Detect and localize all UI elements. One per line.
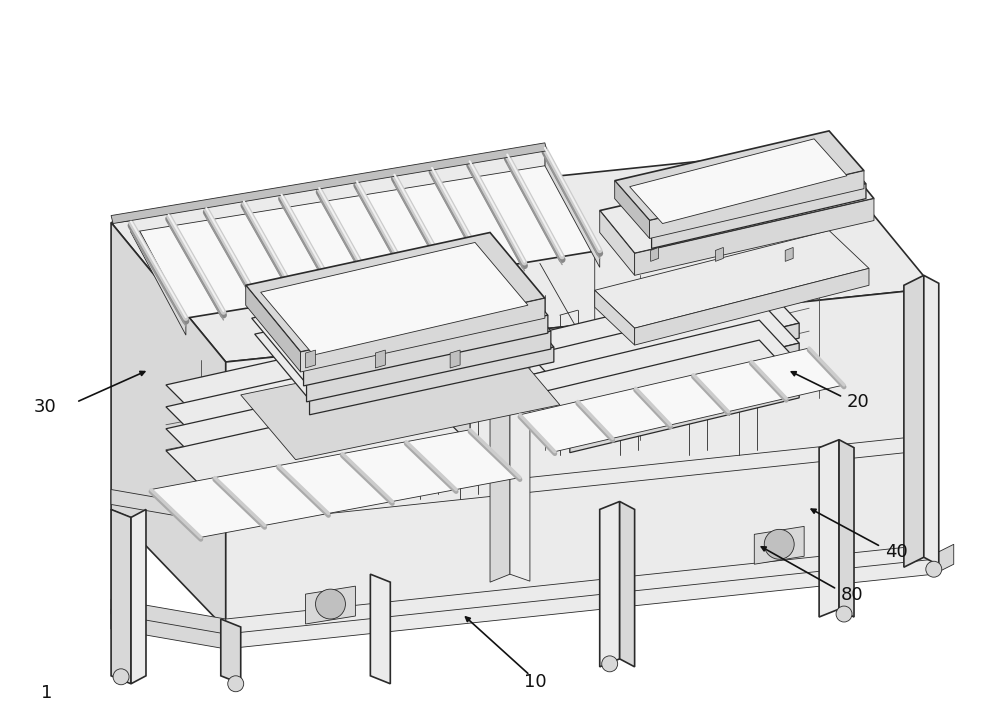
Polygon shape <box>570 383 799 452</box>
Polygon shape <box>111 149 934 362</box>
Polygon shape <box>652 183 866 249</box>
Polygon shape <box>131 149 545 233</box>
Polygon shape <box>306 350 316 368</box>
Polygon shape <box>934 544 954 574</box>
Polygon shape <box>216 378 470 450</box>
Polygon shape <box>111 609 226 649</box>
Polygon shape <box>221 619 241 684</box>
Polygon shape <box>530 281 799 378</box>
Text: 1: 1 <box>41 684 53 703</box>
Circle shape <box>836 606 852 622</box>
Polygon shape <box>595 290 635 345</box>
Text: 30: 30 <box>33 398 56 416</box>
Polygon shape <box>216 400 470 471</box>
Polygon shape <box>545 149 600 268</box>
Polygon shape <box>615 181 650 239</box>
Polygon shape <box>111 599 226 634</box>
Text: 40: 40 <box>885 543 908 560</box>
Polygon shape <box>111 223 226 629</box>
Polygon shape <box>615 131 864 220</box>
Polygon shape <box>307 331 551 402</box>
Polygon shape <box>370 574 390 684</box>
Polygon shape <box>530 340 799 438</box>
Polygon shape <box>570 343 799 413</box>
Circle shape <box>602 656 618 672</box>
Polygon shape <box>450 350 460 368</box>
Polygon shape <box>166 328 470 435</box>
Polygon shape <box>111 143 547 223</box>
Polygon shape <box>226 435 934 524</box>
Polygon shape <box>510 340 530 581</box>
Polygon shape <box>924 276 939 566</box>
Polygon shape <box>630 139 847 223</box>
Polygon shape <box>785 247 793 262</box>
Polygon shape <box>151 430 520 537</box>
Polygon shape <box>166 350 470 457</box>
Polygon shape <box>131 215 186 335</box>
Polygon shape <box>246 233 545 352</box>
Text: 10: 10 <box>524 673 546 691</box>
Polygon shape <box>131 510 146 684</box>
Polygon shape <box>715 247 723 262</box>
Polygon shape <box>306 586 355 624</box>
Polygon shape <box>249 249 548 368</box>
Polygon shape <box>650 171 864 239</box>
Polygon shape <box>754 526 804 564</box>
Circle shape <box>113 669 129 684</box>
Polygon shape <box>226 544 934 634</box>
Polygon shape <box>226 289 934 629</box>
Text: 80: 80 <box>841 586 864 604</box>
Polygon shape <box>111 510 131 637</box>
Polygon shape <box>839 439 854 617</box>
Polygon shape <box>570 323 799 393</box>
Circle shape <box>926 561 942 577</box>
Text: 20: 20 <box>847 393 870 411</box>
Polygon shape <box>301 298 545 372</box>
Polygon shape <box>819 439 839 617</box>
Polygon shape <box>246 286 301 372</box>
Polygon shape <box>166 372 470 478</box>
Polygon shape <box>635 199 874 276</box>
Polygon shape <box>617 144 866 233</box>
Polygon shape <box>530 300 799 398</box>
Circle shape <box>316 589 345 619</box>
Polygon shape <box>226 554 934 649</box>
Polygon shape <box>216 444 470 515</box>
Polygon shape <box>375 350 385 368</box>
Polygon shape <box>600 502 620 667</box>
Polygon shape <box>131 149 600 318</box>
Polygon shape <box>252 265 551 384</box>
Polygon shape <box>600 210 635 276</box>
Polygon shape <box>261 242 528 355</box>
Circle shape <box>764 529 794 559</box>
Polygon shape <box>304 315 548 386</box>
Polygon shape <box>111 489 226 524</box>
Polygon shape <box>651 247 659 262</box>
Polygon shape <box>520 348 844 452</box>
Polygon shape <box>111 510 131 684</box>
Polygon shape <box>530 320 799 418</box>
Polygon shape <box>216 422 470 494</box>
Polygon shape <box>490 340 510 582</box>
Polygon shape <box>166 394 470 500</box>
Polygon shape <box>635 268 869 345</box>
Polygon shape <box>600 156 874 254</box>
Polygon shape <box>255 281 554 400</box>
Polygon shape <box>620 502 635 667</box>
Circle shape <box>228 676 244 692</box>
Polygon shape <box>241 340 560 460</box>
Polygon shape <box>904 276 924 567</box>
Polygon shape <box>595 231 869 328</box>
Polygon shape <box>570 363 799 433</box>
Polygon shape <box>310 347 554 415</box>
